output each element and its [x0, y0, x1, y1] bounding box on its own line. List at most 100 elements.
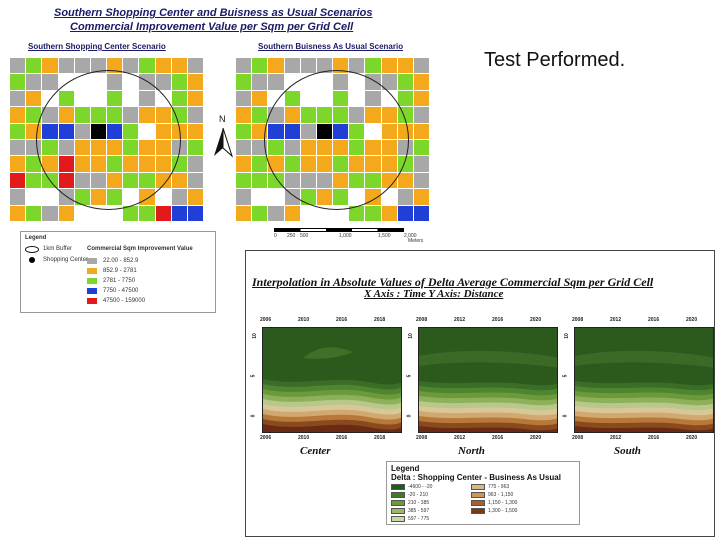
delta-legend-label: 597 - 775 [408, 516, 430, 522]
grid-cell [187, 156, 203, 172]
grid-cell [74, 90, 90, 107]
grid-cell [58, 74, 74, 90]
plot-area [574, 327, 714, 433]
grid-cell [333, 123, 349, 139]
grid-cell [413, 90, 429, 107]
grid-cell [139, 156, 155, 172]
grid-cell [381, 189, 397, 205]
grid-cell [10, 156, 26, 172]
grid-cell [365, 156, 381, 172]
grid-cell [236, 90, 252, 107]
grid-cell [365, 90, 381, 107]
grid-cell [252, 107, 268, 123]
grid-cell [155, 205, 171, 221]
legend-class-item: 7750 - 47500 [87, 286, 145, 296]
grid-cell [413, 107, 429, 123]
year-tick: 2016 [492, 435, 504, 441]
grid-cell [349, 139, 365, 156]
grid-cell [252, 74, 268, 90]
grid-cell [107, 74, 123, 90]
legend-center-label: Shopping Center [43, 257, 89, 263]
grid-cell [90, 123, 106, 139]
grid-cell [171, 58, 187, 74]
grid-cell [10, 139, 26, 156]
delta-legend-item: -20 - 210 [391, 492, 428, 498]
grid-cell [397, 205, 413, 221]
grid-cell [155, 189, 171, 205]
legend-swatch [87, 298, 97, 304]
grid-cell [26, 156, 42, 172]
grid-cell [316, 90, 332, 107]
grid-cell [123, 205, 139, 221]
delta-legend-item: 963 - 1,150 [471, 492, 513, 498]
delta-legend-swatch [471, 500, 485, 506]
grid-cell [365, 205, 381, 221]
grid-cell [26, 205, 42, 221]
grid-cell [349, 189, 365, 205]
grid-cell [42, 172, 58, 189]
right-map-title: Southern Buisness As Usual Scenario [258, 42, 404, 51]
scale-tick-label: 250 [287, 233, 296, 239]
grid-cell [381, 172, 397, 189]
scale-tick-label: 500 [300, 233, 309, 239]
year-tick: 2006 [260, 435, 272, 441]
grid-cell [236, 156, 252, 172]
delta-legend-label: 1,150 - 1,300 [488, 500, 518, 506]
scale-unit-label: Meters [408, 238, 424, 244]
grid-cell [155, 139, 171, 156]
grid-cell [90, 205, 106, 221]
grid-cell [139, 172, 155, 189]
plot-name-label: Center [300, 445, 331, 457]
grid-cell [10, 123, 26, 139]
grid-cell [58, 90, 74, 107]
grid-cell [365, 139, 381, 156]
grid-cell [333, 58, 349, 74]
grid-cell [42, 139, 58, 156]
delta-legend-swatch [471, 484, 485, 490]
grid-cell [252, 189, 268, 205]
interpolation-plot-north: 2008 2012 2016 2020 10 5 0 2008 2012 2016 2020 Nort… [406, 311, 562, 461]
distance-tick: 5 [562, 374, 569, 378]
grid-cell [381, 139, 397, 156]
grid-cell [10, 189, 26, 205]
grid-cell [139, 139, 155, 156]
grid-cell [171, 139, 187, 156]
grid-cell [284, 172, 300, 189]
grid-cell [268, 74, 284, 90]
grid-cell [155, 172, 171, 189]
grid-cell [413, 189, 429, 205]
grid-cell [58, 205, 74, 221]
delta-legend-label: 775 - 963 [488, 484, 510, 490]
grid-cell [268, 90, 284, 107]
grid-cell [42, 205, 58, 221]
grid-cell [397, 107, 413, 123]
grid-cell [139, 205, 155, 221]
grid-cell [300, 156, 316, 172]
grid-cell [123, 156, 139, 172]
grid-cell [252, 156, 268, 172]
distance-tick: 10 [407, 333, 414, 339]
grid-cell [171, 107, 187, 123]
plot-area [418, 327, 558, 433]
grid-cell [300, 58, 316, 74]
year-tick: 2020 [530, 317, 542, 323]
delta-legend-subtitle: Delta : Shopping Center - Business As Us… [391, 473, 561, 482]
legend-class-item: 852.9 - 2781 [87, 266, 145, 276]
scale-tick-label: 2,000 [404, 233, 417, 239]
left-scenario-map [10, 58, 203, 221]
grid-cell [252, 205, 268, 221]
grid-cell [349, 74, 365, 90]
grid-cell [107, 139, 123, 156]
delta-legend-swatch [391, 508, 405, 514]
grid-cell [139, 58, 155, 74]
grid-cell [381, 74, 397, 90]
delta-legend-item: 597 - 775 [391, 516, 429, 522]
grid-cell [107, 58, 123, 74]
grid-cell [10, 205, 26, 221]
year-tick: 2016 [336, 317, 348, 323]
legend-class-item: 22.00 - 852.9 [87, 256, 145, 266]
delta-legend-label: 210 - 385 [408, 500, 430, 506]
grid-cell [90, 156, 106, 172]
grid-cell [413, 74, 429, 90]
grid-cell [397, 156, 413, 172]
